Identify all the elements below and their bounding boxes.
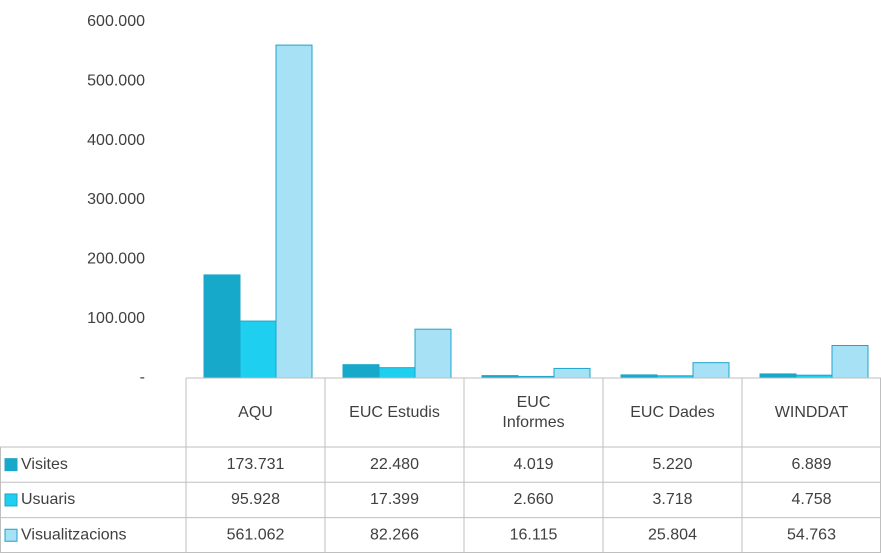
x-tick-label-box: AQU (238, 403, 273, 421)
value-label: 16.115 (510, 526, 558, 543)
bar (553, 367, 591, 379)
bar (342, 364, 380, 379)
bar (239, 320, 277, 379)
x-tick-label: EUC Informes (502, 393, 565, 431)
bar (275, 44, 313, 379)
bar (203, 274, 241, 379)
x-tick-label-box: EUC Informes (502, 393, 565, 431)
legend-marker (4, 528, 18, 542)
bar (378, 367, 416, 379)
value-label: 22.480 (370, 456, 419, 473)
value-label: 17.399 (370, 491, 419, 508)
value-label: 173.731 (227, 456, 285, 473)
bar (692, 362, 730, 379)
value-label: 561.062 (227, 526, 285, 543)
value-label: 6.889 (791, 456, 831, 473)
x-tick-label-box: EUC Dades (630, 403, 715, 421)
x-tick-label: WINDDAT (774, 403, 849, 421)
value-label: 82.266 (370, 526, 419, 543)
value-label: 95.928 (231, 491, 280, 508)
bar (414, 328, 452, 379)
y-tick-label: 600.000 (87, 13, 145, 30)
legend-marker (4, 493, 18, 507)
value-label: 4.019 (513, 456, 553, 473)
x-tick-label: EUC Estudis (349, 403, 440, 421)
x-tick-label-box: EUC Estudis (349, 403, 440, 421)
y-tick-label: 500.000 (87, 73, 145, 90)
legend-marker (4, 458, 18, 472)
value-label: 2.660 (513, 491, 553, 508)
value-label: 3.718 (652, 491, 692, 508)
value-label: 5.220 (652, 456, 692, 473)
bar (831, 345, 869, 379)
x-tick-label: EUC Dades (630, 403, 715, 421)
y-tick-label: - (140, 369, 145, 386)
y-tick-label: 100.000 (87, 310, 145, 327)
legend-label: Visualitzacions (21, 526, 127, 543)
y-tick-label: 300.000 (87, 191, 145, 208)
value-label: 25.804 (648, 526, 697, 543)
legend-label: Visites (21, 456, 68, 473)
value-label: 54.763 (787, 526, 836, 543)
y-tick-label: 400.000 (87, 132, 145, 149)
x-tick-label-box: WINDDAT (774, 403, 849, 421)
legend-label: Usuaris (21, 491, 75, 508)
x-tick-label: AQU (238, 403, 273, 421)
y-tick-label: 200.000 (87, 251, 145, 268)
value-label: 4.758 (791, 491, 831, 508)
